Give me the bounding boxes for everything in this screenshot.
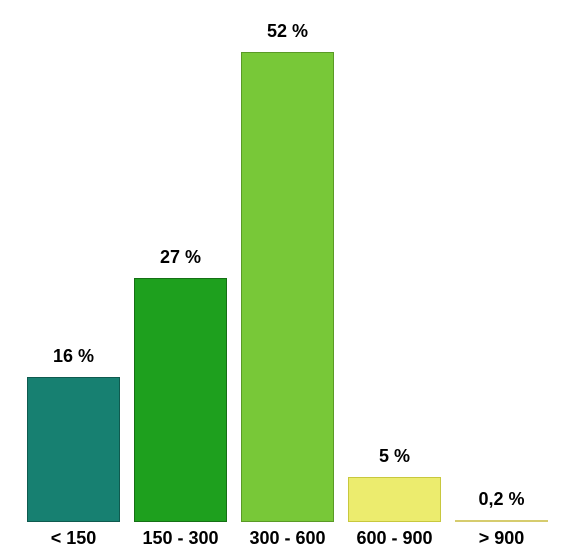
- bar: [348, 477, 441, 522]
- x-axis-label: 600 - 900: [341, 528, 448, 549]
- bar: [241, 52, 334, 522]
- bar-value-label: 52 %: [234, 21, 341, 42]
- bar-value-label: 16 %: [20, 346, 127, 367]
- bar: [134, 278, 227, 522]
- bar-chart: 16 % 27 % 52 % 5 % 0,2 % < 150150 - 300300 -…: [0, 0, 576, 557]
- bar-value-label: 5 %: [341, 446, 448, 467]
- bar-value-label: 0,2 %: [448, 489, 555, 510]
- x-axis-label: < 150: [20, 528, 127, 549]
- plot-area: 16 % 27 % 52 % 5 % 0,2 %: [20, 22, 556, 522]
- bar: [455, 520, 548, 522]
- x-axis-label: 150 - 300: [127, 528, 234, 549]
- x-axis-label: 300 - 600: [234, 528, 341, 549]
- bar: [27, 377, 120, 522]
- bar-value-label: 27 %: [127, 247, 234, 268]
- x-axis-label: > 900: [448, 528, 555, 549]
